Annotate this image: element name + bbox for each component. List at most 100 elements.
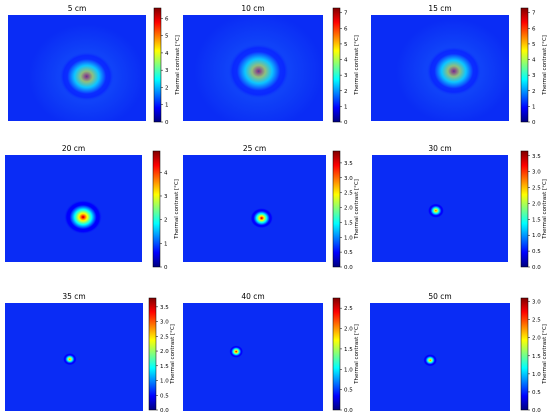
colorbar-tick-label: 0.0: [344, 408, 353, 414]
colorbar-tick-label: 4: [344, 58, 348, 64]
thermal-panel: 35 cm 0.0 0.5 1.0 1.5 2.0 2.5 3.0 3.5 Thermal con…: [5, 292, 176, 414]
hotspot: [62, 352, 77, 366]
colorbar-tick-label: 2.5: [344, 306, 353, 312]
colorbar-tick-label: 1.0: [532, 233, 541, 239]
colorbar-tick-label: 0.0: [532, 265, 541, 271]
colorbar-tick-label: 2.0: [532, 336, 541, 342]
panel-title: 40 cm: [241, 292, 264, 301]
colorbar-tick-label: 3.5: [344, 161, 353, 167]
colorbar-label: Thermal contrast [°C]: [174, 179, 180, 240]
colorbar-tick-label: 3.0: [532, 170, 541, 176]
colorbar-tick-label: 1.5: [344, 347, 353, 353]
colorbar-tick-label: 2: [165, 85, 169, 91]
colorbar-label: Thermal contrast [°C]: [175, 35, 181, 96]
colorbar-tick-label: 7: [344, 11, 348, 17]
colorbar-tick-label: 0: [165, 120, 169, 126]
colorbar: [332, 7, 341, 123]
colorbar-tick-label: 3: [164, 194, 168, 200]
thermal-panel: 15 cm 0 1 2 3 4 5 6 7 Thermal contrast [°C]: [371, 4, 548, 126]
colorbar-label: Thermal contrast [°C]: [542, 324, 548, 385]
colorbar-tick-label: 3.5: [532, 154, 541, 160]
panel-title: 5 cm: [68, 4, 87, 13]
colorbar-tick-label: 0.5: [160, 393, 169, 399]
colorbar-tick-label: 2: [164, 218, 168, 224]
panel-title: 10 cm: [241, 4, 264, 13]
colorbar-tick-label: 0: [164, 265, 168, 271]
colorbar-tick-label: 1.5: [532, 354, 541, 360]
hotspot-halo: [193, 15, 323, 121]
colorbar: [148, 297, 157, 411]
colorbar: [152, 150, 161, 268]
colorbar: [520, 150, 529, 268]
colorbar-tick-label: 6: [165, 16, 169, 22]
heatmap-image: [5, 155, 142, 262]
heatmap-image: [183, 303, 323, 411]
colorbar-tick-label: 0.5: [344, 388, 353, 394]
thermal-panel: 20 cm 0 1 2 3 4 Thermal contrast [°C]: [5, 144, 180, 271]
hotspot-halo: [28, 24, 145, 121]
thermal-panel: 30 cm 0.0 0.5 1.0 1.5 2.0 2.5 3.0 3.5 Thermal con…: [372, 144, 548, 271]
colorbar-tick-label: 5: [165, 34, 169, 40]
colorbar-tick-label: 2.0: [344, 206, 353, 212]
colorbar-tick-label: 0.5: [532, 249, 541, 255]
colorbar-tick-label: 2.5: [532, 318, 541, 324]
colorbar-tick-label: 7: [532, 11, 536, 17]
colorbar-tick-label: 0.5: [532, 390, 541, 396]
colorbar-tick-label: 4: [165, 51, 169, 57]
colorbar-tick-label: 1: [165, 103, 169, 109]
colorbar-tick-label: 2.0: [160, 349, 169, 355]
colorbar-tick-label: 4: [164, 170, 168, 176]
hotspot: [63, 199, 103, 235]
colorbar-tick-label: 1.5: [532, 217, 541, 223]
colorbar-tick-label: 1.5: [344, 220, 353, 226]
colorbar-label: Thermal contrast [°C]: [354, 324, 360, 385]
heatmap-image: [371, 15, 509, 121]
colorbar-tick-label: 1.5: [160, 364, 169, 370]
hotspot-halo: [395, 18, 509, 121]
colorbar-label: Thermal contrast [°C]: [170, 324, 176, 385]
heatmap-background: [183, 155, 326, 262]
colorbar-tick-label: 2.0: [532, 201, 541, 207]
colorbar-tick-label: 1: [344, 104, 348, 110]
panel-title: 25 cm: [243, 144, 266, 153]
heatmap-image: [370, 303, 510, 411]
panel-title: 30 cm: [428, 144, 451, 153]
colorbar-tick-label: 3.0: [160, 320, 169, 326]
colorbar-tick-label: 3.0: [344, 176, 353, 182]
colorbar-tick-label: 1.0: [532, 372, 541, 378]
colorbar-tick-label: 2: [344, 89, 348, 95]
colorbar-tick-label: 0: [344, 120, 348, 126]
thermal-panel: 40 cm 0.0 0.5 1.0 1.5 2.0 2.5 Thermal contrast …: [183, 292, 360, 414]
colorbar-tick-label: 0.0: [532, 408, 541, 414]
colorbar-tick-label: 5: [344, 42, 348, 48]
heatmap-image: [5, 303, 143, 411]
colorbar-tick-label: 3: [165, 68, 169, 74]
colorbar-tick-label: 2.5: [344, 191, 353, 197]
colorbar: [153, 7, 162, 123]
colorbar-tick-label: 6: [344, 26, 348, 32]
colorbar-label: Thermal contrast [°C]: [354, 35, 360, 96]
colorbar-tick-label: 5: [532, 42, 536, 48]
colorbar-tick-label: 3: [532, 73, 536, 79]
colorbar-tick-label: 2.5: [160, 334, 169, 340]
heatmap-background: [183, 303, 323, 411]
colorbar-tick-label: 1.0: [344, 367, 353, 373]
hotspot: [427, 203, 445, 218]
colorbar-label: Thermal contrast [°C]: [542, 179, 548, 240]
colorbar-tick-label: 0.0: [344, 265, 353, 271]
colorbar: [332, 297, 341, 411]
colorbar-tick-label: 0.0: [160, 408, 169, 414]
colorbar-tick-label: 3.5: [160, 305, 169, 311]
thermal-panel: 25 cm 0.0 0.5 1.0 1.5 2.0 2.5 3.0 3.5 Thermal con…: [183, 144, 360, 271]
heatmap-image: [372, 155, 508, 262]
colorbar-label: Thermal contrast [°C]: [542, 35, 548, 96]
heatmap-image: [183, 155, 326, 262]
colorbar-tick-label: 4: [532, 58, 536, 64]
colorbar-tick-label: 2.0: [344, 327, 353, 333]
colorbar-tick-label: 6: [532, 26, 536, 32]
colorbar-label: Thermal contrast [°C]: [354, 179, 360, 240]
colorbar-tick-label: 1.0: [344, 235, 353, 241]
thermal-panel: 10 cm 0 1 2 3 4 5 6 7 Thermal contrast [°C]: [183, 4, 360, 126]
panel-title: 50 cm: [428, 292, 451, 301]
